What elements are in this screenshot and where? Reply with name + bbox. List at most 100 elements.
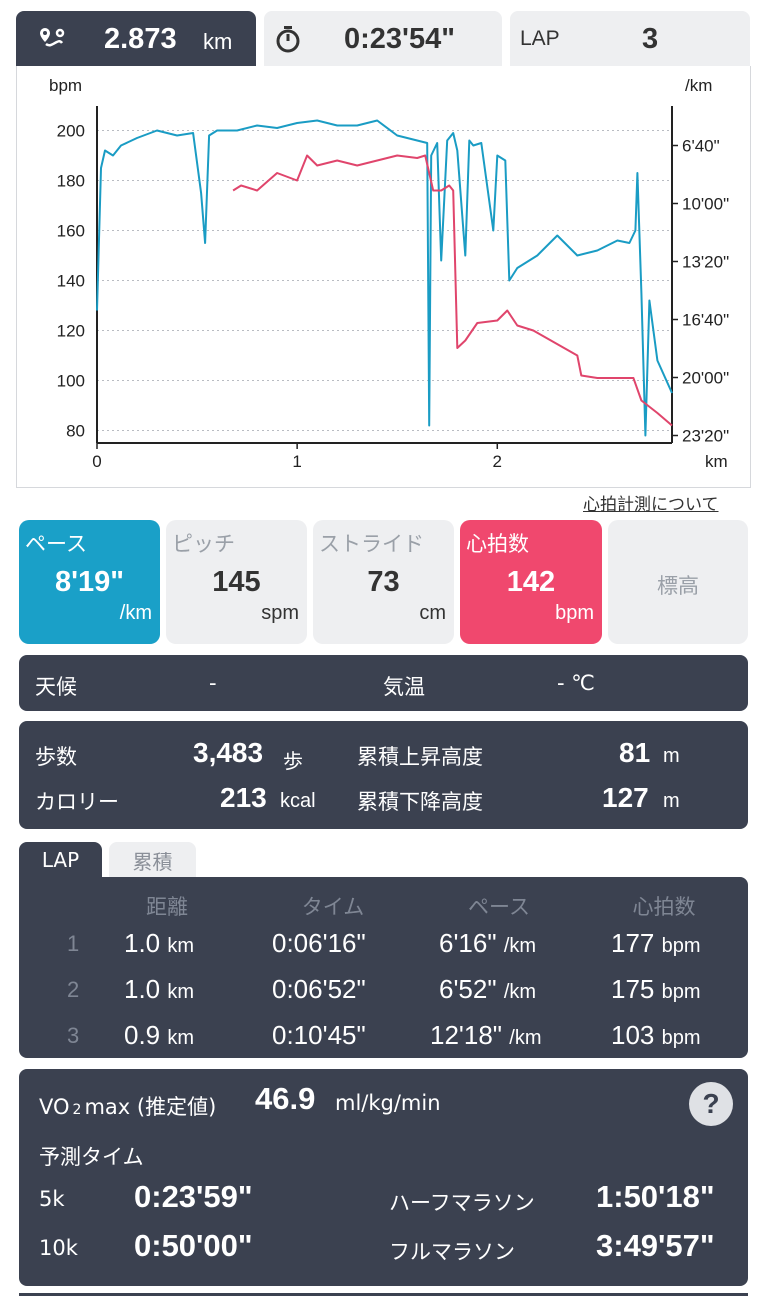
chart-svg: 200180160140120100806'40"10'00"13'20"16'… — [49, 76, 729, 471]
left-tick-label: 100 — [57, 372, 85, 391]
metric-pitch-tile[interactable]: ピッチ 145 spm — [166, 520, 307, 644]
lap-pace: 6'16" — [439, 928, 497, 958]
x-tick-label: 0 — [92, 452, 101, 471]
lap-distance-unit: km — [167, 1027, 195, 1049]
lap-time: 0:06'16" — [272, 928, 366, 958]
lap-tile: LAP 3 — [510, 11, 750, 66]
tab-total[interactable]: 累積 — [109, 842, 196, 878]
predict-5k-label: 5k — [39, 1187, 65, 1211]
metric-pace-tile[interactable]: ペース 8'19" /km — [19, 520, 160, 644]
calorie-unit: kcal — [280, 790, 316, 812]
right-axis-label: /km — [685, 76, 712, 95]
predict-10k-value: 0:50'00" — [134, 1228, 253, 1263]
steps-unit: 歩 — [283, 751, 303, 773]
x-axis-unit-label: km — [705, 452, 728, 471]
vo2max-box: VO 2 max (推定値) 46.9 ml/kg/min ? 予測タイム 5k 0… — [19, 1069, 748, 1286]
metric-pace-unit: /km — [119, 602, 152, 624]
elapsed-time-value: 0:23'54" — [344, 23, 455, 55]
right-tick-label: 6'40" — [682, 137, 720, 156]
descent-label: 累積下降高度 — [357, 790, 483, 814]
tab-lap[interactable]: LAP — [19, 842, 102, 878]
lap-table: 距離 タイム ペース 心拍数 1 1.0 km 0:06'16" 6'16" /… — [19, 877, 748, 1058]
calorie-value: 213 — [220, 782, 267, 813]
bottom-divider — [19, 1293, 748, 1296]
lap-header-time: タイム — [301, 895, 365, 919]
lap-heart-rate: 175 — [611, 974, 655, 1004]
metric-elevation-label: 標高 — [657, 574, 699, 598]
vo2max-unit: ml/kg/min — [335, 1091, 441, 1115]
lap-header-heart-rate: 心拍数 — [632, 895, 696, 919]
left-tick-label: 180 — [57, 172, 85, 191]
lap-heart-rate: 177 — [611, 928, 655, 958]
descent-unit: m — [663, 790, 680, 812]
ascent-unit: m — [663, 745, 680, 767]
ascent-value: 81 — [619, 737, 651, 768]
weather-label: 天候 — [35, 675, 77, 699]
time-tile: 0:23'54" — [264, 11, 502, 66]
distance-value: 2.873 — [104, 23, 177, 55]
lap-count-value: 3 — [642, 23, 659, 55]
metric-heart-rate-tile[interactable]: 心拍数 142 bpm — [460, 520, 602, 644]
lap-distance: 1.0 — [124, 928, 161, 958]
x-tick-label: 2 — [493, 452, 502, 471]
stopwatch-icon — [276, 26, 300, 53]
about-heart-rate-link[interactable]: 心拍計測について — [583, 495, 719, 515]
vo2max-label-suffix: max (推定値) — [84, 1095, 217, 1119]
right-tick-label: 16'40" — [682, 311, 729, 330]
lap-header-pace: ペース — [468, 895, 530, 919]
predict-full-label: フルマラソン — [389, 1240, 515, 1264]
vo2max-label-subscript: 2 — [72, 1102, 82, 1118]
help-icon[interactable]: ? — [689, 1082, 733, 1126]
lap-heart-rate-unit: bpm — [661, 981, 701, 1003]
lap-pace-unit: /km — [503, 981, 537, 1003]
lap-distance: 1.0 — [124, 974, 161, 1004]
metric-stride-tile[interactable]: ストライド 73 cm — [313, 520, 454, 644]
left-tick-label: 200 — [57, 122, 85, 141]
metric-stride-label: ストライド — [319, 532, 424, 556]
metric-stride-value: 73 — [367, 566, 400, 598]
lap-index: 2 — [67, 977, 80, 1002]
lap-heart-rate: 103 — [611, 1020, 655, 1050]
route-pin-icon — [40, 28, 65, 47]
vo2max-label-prefix: VO — [39, 1095, 70, 1119]
heart-rate-line — [96, 119, 673, 437]
metric-heart-rate-value: 142 — [506, 566, 556, 598]
predict-half-value: 1:50'18" — [596, 1179, 715, 1214]
activity-stats-box: 歩数 3,483 歩 カロリー 213 kcal 累積上昇高度 81 m 累積下… — [19, 721, 748, 829]
lap-index: 3 — [67, 1023, 80, 1048]
metric-pitch-value: 145 — [212, 566, 261, 598]
lap-heart-rate-unit: bpm — [661, 935, 701, 957]
lap-heart-rate-unit: bpm — [661, 1027, 701, 1049]
predict-10k-label: 10k — [39, 1236, 78, 1260]
metric-heart-rate-label: 心拍数 — [466, 532, 529, 556]
left-tick-label: 160 — [57, 222, 85, 241]
lap-pace: 12'18" — [430, 1020, 503, 1050]
distance-unit: km — [203, 29, 233, 54]
left-tick-label: 140 — [57, 272, 85, 291]
weather-box: 天候 - 気温 - ℃ — [19, 655, 748, 711]
temperature-value: - ℃ — [557, 671, 595, 695]
metric-pace-value: 8'19" — [54, 566, 125, 598]
lap-header-distance: 距離 — [146, 895, 188, 919]
lap-distance-unit: km — [167, 935, 195, 957]
right-tick-label: 13'20" — [682, 253, 729, 272]
lap-distance-unit: km — [167, 981, 195, 1003]
metric-elevation-tile[interactable]: 標高 — [608, 520, 748, 644]
left-tick-label: 80 — [66, 422, 85, 441]
predict-full-value: 3:49'57" — [596, 1228, 715, 1263]
left-axis-label: bpm — [49, 76, 82, 95]
metric-heart-rate-unit: bpm — [555, 602, 594, 624]
pace-line — [232, 154, 673, 427]
vo2max-value: 46.9 — [255, 1081, 316, 1116]
lap-pace: 6'52" — [439, 974, 497, 1004]
lap-time: 0:06'52" — [272, 974, 366, 1004]
left-tick-label: 120 — [57, 322, 85, 341]
temperature-label: 気温 — [383, 675, 425, 699]
descent-value: 127 — [602, 782, 649, 813]
right-tick-label: 23'20" — [682, 427, 729, 446]
weather-value: - — [209, 671, 217, 695]
steps-label: 歩数 — [35, 745, 77, 769]
metric-pitch-unit: spm — [261, 602, 299, 624]
metric-stride-unit: cm — [419, 602, 446, 624]
vo2max-label: VO 2 max (推定値) — [39, 1091, 216, 1121]
